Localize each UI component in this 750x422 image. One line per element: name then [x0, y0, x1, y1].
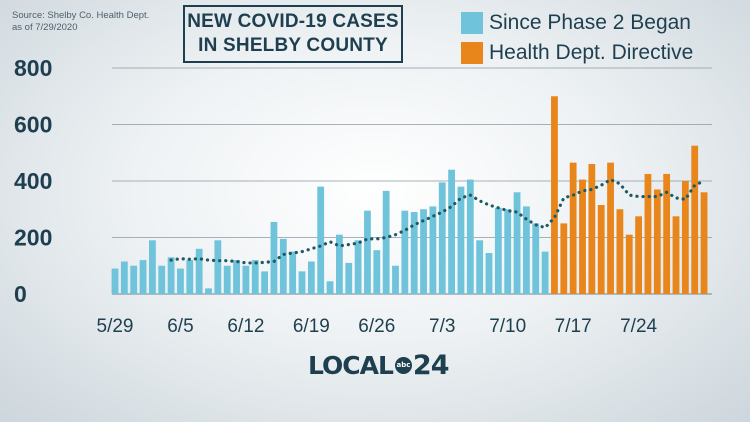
y-tick-label: 0	[14, 281, 27, 307]
bar	[625, 234, 633, 294]
logo-local-text: LOCAL	[308, 350, 394, 380]
bar	[195, 248, 203, 294]
y-tick-label: 800	[14, 55, 52, 81]
bar	[513, 192, 521, 294]
x-tick-label: 6/26	[358, 316, 395, 337]
bar	[186, 260, 194, 294]
bar	[485, 253, 493, 294]
bar	[289, 251, 297, 295]
bar	[494, 207, 502, 294]
legend-item-phase2: Since Phase 2 Began	[461, 8, 693, 38]
bar	[270, 221, 278, 294]
bar	[635, 216, 642, 294]
chart-title-line-2: IN SHELBY COUNTY	[198, 35, 388, 56]
y-tick-label: 600	[14, 112, 52, 138]
bar	[120, 261, 128, 294]
bar	[448, 169, 455, 294]
chart-title-line-1: NEW COVID-19 CASES	[187, 11, 399, 32]
bar	[588, 164, 596, 294]
bar	[214, 240, 222, 294]
bar	[298, 271, 306, 294]
source-note: Source: Shelby Co. Health Dept. as of 7/…	[12, 10, 150, 33]
legend-swatch-directive	[461, 42, 483, 64]
bar	[644, 173, 652, 294]
bar	[523, 206, 530, 294]
bar	[279, 238, 287, 294]
legend-label-phase2: Since Phase 2 Began	[489, 11, 691, 34]
y-tick-label: 400	[14, 168, 52, 194]
bar	[607, 162, 614, 294]
bar	[429, 206, 437, 294]
bar	[560, 223, 568, 295]
bar	[392, 265, 399, 294]
bar	[354, 240, 362, 294]
bar	[345, 262, 353, 294]
bar	[681, 181, 689, 294]
bar	[111, 268, 119, 294]
bar	[149, 240, 156, 294]
bar	[130, 265, 138, 294]
x-tick-label: 7/17	[555, 316, 592, 337]
x-tick-label: 6/12	[227, 316, 264, 337]
logo-number: 24	[412, 349, 450, 381]
x-tick-label: 7/10	[489, 316, 526, 337]
bar	[326, 281, 334, 294]
bar	[476, 240, 484, 294]
legend-swatch-phase2	[461, 12, 483, 34]
y-tick-label: 200	[14, 225, 52, 251]
bar	[420, 209, 427, 294]
bar	[373, 250, 381, 294]
bar	[223, 265, 231, 294]
moving-average-line	[169, 177, 706, 265]
bar	[401, 210, 409, 294]
bar	[551, 96, 558, 294]
bar	[700, 192, 708, 294]
bar	[691, 145, 699, 294]
bar	[167, 257, 175, 294]
legend-item-directive: Health Dept. Directive	[461, 38, 693, 68]
bar	[205, 288, 212, 294]
bar	[242, 265, 250, 294]
bar	[158, 265, 166, 294]
bar	[307, 261, 315, 294]
bar	[457, 186, 465, 294]
bar	[233, 260, 240, 294]
bar	[672, 216, 680, 294]
x-tick-label: 7/24	[620, 316, 657, 337]
x-tick-label: 5/29	[97, 316, 134, 337]
legend-label-directive: Health Dept. Directive	[489, 41, 694, 64]
bar	[438, 182, 446, 294]
bar	[364, 210, 371, 294]
bar	[653, 189, 661, 294]
bar	[382, 190, 390, 294]
bar	[532, 223, 540, 295]
bar	[541, 251, 549, 295]
bar	[663, 173, 671, 294]
bar	[504, 209, 512, 294]
bar	[139, 260, 147, 294]
x-tick-label: 6/19	[293, 316, 330, 337]
chart-title: NEW COVID-19 CASES IN SHELBY COUNTY	[183, 5, 403, 63]
bar	[317, 186, 325, 294]
bar	[336, 234, 343, 294]
x-tick-label: 6/5	[167, 316, 193, 337]
bar	[251, 260, 259, 294]
bar	[569, 162, 577, 294]
bar	[410, 212, 418, 294]
station-logo: LOCAL abc 24	[308, 345, 449, 385]
legend: Since Phase 2 Began Health Dept. Directi…	[461, 8, 693, 68]
bar	[466, 179, 474, 294]
logo-abc-badge: abc	[394, 356, 412, 374]
bar	[579, 179, 586, 294]
bar	[261, 271, 268, 294]
bar	[597, 205, 605, 294]
x-tick-label: 7/3	[429, 316, 455, 337]
bar	[177, 268, 184, 294]
bar	[616, 209, 624, 294]
